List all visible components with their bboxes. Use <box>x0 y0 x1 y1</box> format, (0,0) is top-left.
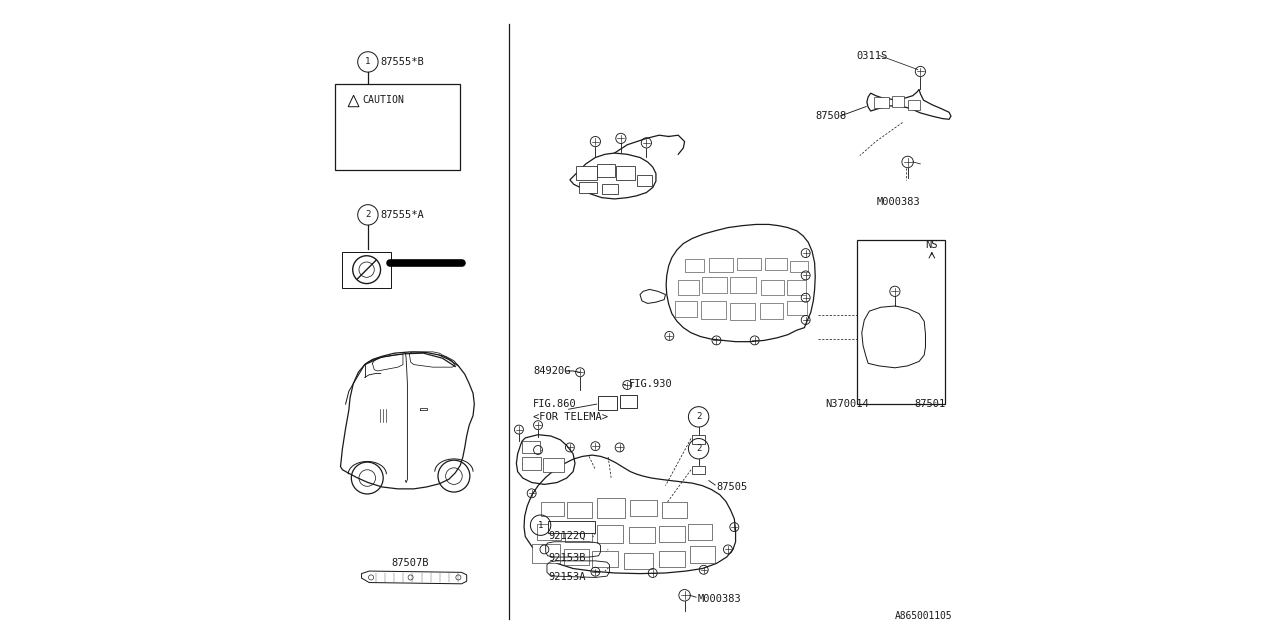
Text: 0311S: 0311S <box>856 51 888 61</box>
FancyBboxPatch shape <box>576 166 596 180</box>
FancyBboxPatch shape <box>659 526 685 541</box>
FancyBboxPatch shape <box>787 301 806 315</box>
FancyBboxPatch shape <box>637 175 652 186</box>
FancyBboxPatch shape <box>662 502 686 518</box>
FancyBboxPatch shape <box>908 100 920 109</box>
Text: M000383: M000383 <box>877 197 920 207</box>
FancyBboxPatch shape <box>536 524 561 540</box>
FancyBboxPatch shape <box>620 395 637 408</box>
FancyBboxPatch shape <box>692 466 705 474</box>
FancyBboxPatch shape <box>675 301 698 317</box>
FancyBboxPatch shape <box>564 524 591 541</box>
Text: 84920G: 84920G <box>532 366 571 376</box>
Text: CAUTION: CAUTION <box>362 95 404 106</box>
FancyBboxPatch shape <box>616 166 635 180</box>
FancyBboxPatch shape <box>522 457 541 470</box>
Text: 92153A: 92153A <box>548 572 586 582</box>
Text: 87508: 87508 <box>815 111 847 121</box>
FancyBboxPatch shape <box>522 441 540 452</box>
Text: 87505: 87505 <box>717 482 748 492</box>
FancyBboxPatch shape <box>631 500 657 516</box>
FancyBboxPatch shape <box>531 544 561 563</box>
FancyBboxPatch shape <box>703 277 727 293</box>
Text: 87555*B: 87555*B <box>380 57 425 67</box>
Text: A865001105: A865001105 <box>895 611 952 621</box>
FancyBboxPatch shape <box>596 499 626 518</box>
FancyBboxPatch shape <box>548 521 595 534</box>
FancyBboxPatch shape <box>709 258 733 272</box>
FancyBboxPatch shape <box>874 97 888 108</box>
Text: 92122Q: 92122Q <box>548 531 586 540</box>
FancyBboxPatch shape <box>543 458 563 472</box>
Text: NS: NS <box>925 240 938 250</box>
Text: 2: 2 <box>696 412 701 421</box>
Text: FIG.930: FIG.930 <box>628 379 672 388</box>
FancyBboxPatch shape <box>790 260 808 272</box>
FancyBboxPatch shape <box>760 303 783 319</box>
FancyBboxPatch shape <box>685 259 704 272</box>
FancyBboxPatch shape <box>596 164 614 177</box>
Text: 87555*A: 87555*A <box>380 210 425 220</box>
FancyBboxPatch shape <box>563 549 589 565</box>
FancyBboxPatch shape <box>731 303 755 320</box>
FancyBboxPatch shape <box>593 551 618 567</box>
Text: FIG.860: FIG.860 <box>532 399 577 409</box>
Text: 1: 1 <box>365 58 371 67</box>
FancyBboxPatch shape <box>343 252 390 287</box>
FancyBboxPatch shape <box>602 184 618 194</box>
FancyBboxPatch shape <box>598 396 617 410</box>
FancyBboxPatch shape <box>762 280 785 294</box>
FancyBboxPatch shape <box>567 502 593 518</box>
FancyBboxPatch shape <box>678 280 699 294</box>
Text: 87501: 87501 <box>914 399 945 409</box>
FancyBboxPatch shape <box>690 545 716 563</box>
FancyBboxPatch shape <box>856 240 945 404</box>
FancyBboxPatch shape <box>659 551 685 567</box>
FancyBboxPatch shape <box>625 552 653 568</box>
FancyBboxPatch shape <box>787 280 805 294</box>
Text: <FOR TELEMA>: <FOR TELEMA> <box>532 412 608 422</box>
FancyBboxPatch shape <box>628 527 655 543</box>
Text: 92153B: 92153B <box>548 553 586 563</box>
Text: 2: 2 <box>696 444 701 453</box>
FancyBboxPatch shape <box>731 277 756 293</box>
FancyBboxPatch shape <box>692 435 705 444</box>
Text: N370014: N370014 <box>824 399 869 409</box>
FancyBboxPatch shape <box>687 524 712 540</box>
FancyBboxPatch shape <box>580 182 598 193</box>
Text: 2: 2 <box>365 211 371 220</box>
Text: 87507B: 87507B <box>392 559 429 568</box>
FancyBboxPatch shape <box>335 84 460 170</box>
FancyBboxPatch shape <box>700 301 726 319</box>
FancyBboxPatch shape <box>541 502 563 516</box>
FancyBboxPatch shape <box>765 257 787 270</box>
FancyBboxPatch shape <box>737 257 762 270</box>
Text: 1: 1 <box>538 521 543 530</box>
FancyBboxPatch shape <box>596 525 623 543</box>
FancyBboxPatch shape <box>892 97 905 106</box>
Text: M000383: M000383 <box>698 594 741 604</box>
